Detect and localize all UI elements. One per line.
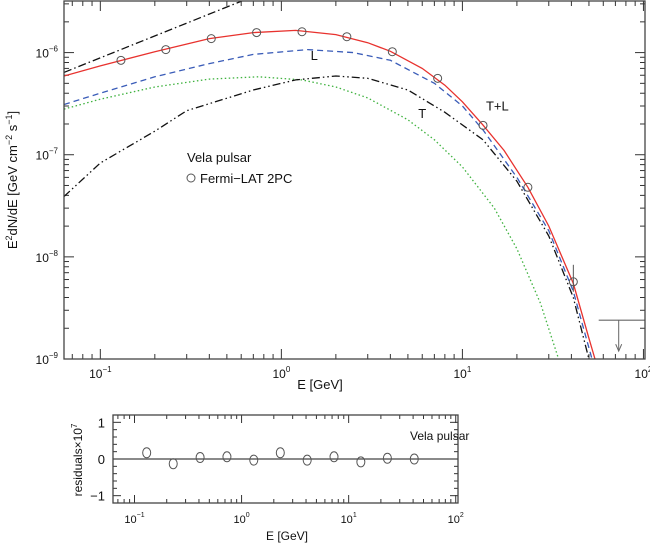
- main-x-tick-labels: 10−1 100 101 102: [89, 365, 650, 381]
- residual-point: [302, 454, 312, 466]
- data-point: [478, 120, 488, 130]
- residual-point: [275, 447, 285, 459]
- data-point: [523, 182, 533, 192]
- series-line-power-law-dash-dot: [64, 1, 244, 74]
- curve-annotations: L T T+L: [311, 48, 509, 121]
- main-plot: 10−1 100 101 102 10−9 10−8 10−7 10−6 E [GeV] E…: [4, 0, 650, 392]
- residual-point: [382, 452, 392, 464]
- legend-entry: Fermi−LAT 2PC: [200, 171, 292, 186]
- data-point: [161, 45, 171, 55]
- curve-label: T+L: [486, 99, 509, 114]
- series-line-component-dash-dot-dot: [64, 75, 590, 359]
- residual-point: [142, 447, 152, 459]
- legend-title: Vela pulsar: [187, 150, 252, 165]
- residuals-plot: 10−1 100 101 102 1 0 −1 Vela pulsar E [GeV] r…: [70, 414, 469, 543]
- residual-point: [222, 451, 232, 463]
- data-point: [252, 28, 262, 38]
- main-y-tick-labels: 10−9 10−8 10−7 10−6: [36, 45, 59, 367]
- model-curves: [64, 1, 596, 359]
- data-point: [206, 34, 216, 44]
- legend-marker: [186, 173, 196, 183]
- data-point: [342, 32, 352, 42]
- residual-x-axis-label: E [GeV]: [266, 529, 308, 543]
- y-tick-label: 10−7: [36, 147, 59, 163]
- residual-x-tick-labels: 10−1 100 101 102: [124, 512, 464, 526]
- residual-point: [168, 458, 178, 470]
- y-tick-label: −1: [90, 489, 105, 504]
- residual-point: [195, 452, 205, 464]
- series-line-t: [64, 76, 560, 359]
- x-tick-label: 101: [341, 512, 357, 526]
- data-point: [433, 73, 443, 83]
- main-axis-ticks: [64, 1, 645, 360]
- y-tick-label: 1: [98, 415, 105, 430]
- x-tick-label: 101: [453, 365, 471, 381]
- curve-label: L: [311, 48, 318, 63]
- x-tick-label: 100: [272, 365, 290, 381]
- x-tick-label: 10−1: [89, 365, 112, 381]
- residual-y-tick-labels: 1 0 −1: [90, 415, 105, 503]
- data-points: [116, 27, 645, 353]
- y-tick-label: 10−6: [36, 45, 59, 61]
- data-point: [387, 47, 397, 57]
- residual-y-axis-label: residuals×107: [70, 423, 85, 496]
- x-tick-label: 102: [448, 512, 464, 526]
- x-tick-label: 102: [635, 365, 650, 381]
- y-tick-label: 0: [98, 452, 105, 467]
- data-point: [116, 55, 126, 65]
- x-tick-label: 100: [233, 512, 249, 526]
- residual-plot-frame: [112, 414, 459, 504]
- residual-points: [142, 447, 419, 470]
- residual-point: [356, 456, 366, 468]
- series-line-l: [64, 48, 593, 359]
- residual-point: [329, 451, 339, 463]
- upper-limit-arrow: [615, 343, 623, 353]
- series-line-t-l-total: [64, 29, 596, 359]
- x-tick-label: 10−1: [124, 512, 144, 526]
- main-plot-frame: [63, 0, 646, 360]
- curve-label: T: [418, 106, 426, 121]
- y-tick-label: 10−9: [36, 351, 59, 367]
- main-y-axis-label: E2dN/dE [GeV cm−2 s−1]: [4, 111, 20, 249]
- data-point: [568, 277, 578, 287]
- data-point: [297, 27, 307, 37]
- main-x-axis-label: E [GeV]: [297, 377, 343, 392]
- y-tick-label: 10−8: [36, 249, 59, 265]
- residual-point: [249, 454, 259, 466]
- residual-label: Vela pulsar: [410, 429, 469, 443]
- residual-point: [409, 453, 419, 465]
